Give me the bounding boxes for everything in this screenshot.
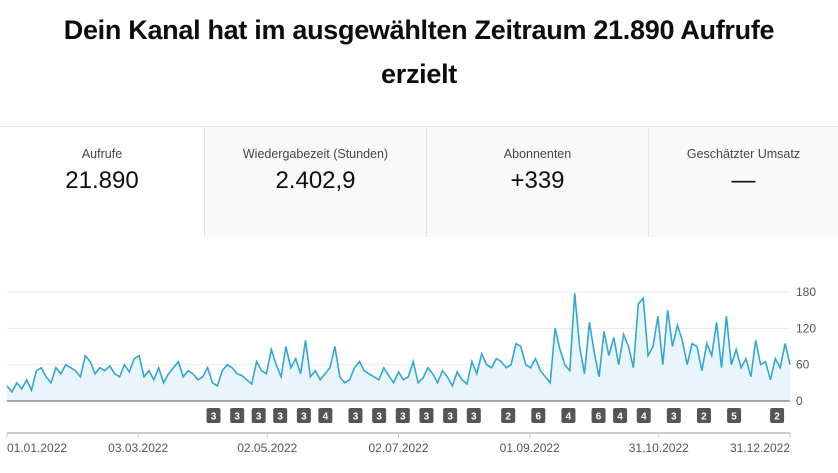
marker-count: 3 bbox=[301, 412, 307, 423]
metrics-row: Aufrufe 21.890 Wiedergabezeit (Stunden) … bbox=[0, 126, 838, 237]
views-chart: 180 120 60 0 3 3 3 3 3 4 3 3 3 3 3 3 2 6 4 6 4 4 3 2 5 2 01.01.202… bbox=[6, 285, 816, 455]
marker-count: 4 bbox=[617, 412, 623, 423]
marker-count: 2 bbox=[774, 412, 780, 423]
series-line bbox=[6, 293, 791, 394]
marker-count: 5 bbox=[731, 412, 737, 423]
x-tick-label: 02.07.2022 bbox=[368, 441, 428, 455]
metric-label: Geschätzter Umsatz bbox=[686, 147, 801, 161]
video-marker[interactable]: 3 bbox=[206, 408, 221, 423]
page-title: Dein Kanal hat im ausgewählten Zeitraum … bbox=[63, 15, 775, 89]
y-tick-label: 180 bbox=[796, 285, 816, 299]
video-marker[interactable]: 3 bbox=[466, 408, 481, 423]
marker-box bbox=[251, 408, 266, 423]
marker-count: 3 bbox=[671, 412, 677, 423]
marker-count: 4 bbox=[566, 412, 572, 423]
metric-card-views[interactable]: Aufrufe 21.890 bbox=[0, 127, 204, 237]
video-marker[interactable]: 3 bbox=[296, 408, 311, 423]
marker-box bbox=[591, 408, 606, 423]
x-tick-label: 31.12.2022 bbox=[730, 441, 790, 455]
marker-count: 2 bbox=[505, 412, 511, 423]
marker-count: 3 bbox=[400, 412, 406, 423]
area-fill bbox=[7, 293, 790, 401]
metric-card-subscribers[interactable]: Abonnenten +339 bbox=[426, 127, 648, 237]
video-marker[interactable]: 2 bbox=[770, 408, 785, 423]
marker-box bbox=[419, 408, 434, 423]
video-marker[interactable]: 3 bbox=[348, 408, 363, 423]
metric-value: — bbox=[731, 167, 756, 194]
y-tick-label: 0 bbox=[796, 394, 803, 408]
y-tick-label: 120 bbox=[796, 321, 816, 335]
video-marker[interactable]: 4 bbox=[318, 408, 333, 423]
video-marker[interactable]: 3 bbox=[251, 408, 266, 423]
metric-label: Wiedergabezeit (Stunden) bbox=[242, 147, 389, 161]
marker-count: 3 bbox=[211, 412, 217, 423]
video-marker[interactable]: 3 bbox=[230, 408, 245, 423]
marker-box bbox=[501, 408, 516, 423]
marker-box bbox=[466, 408, 481, 423]
marker-box bbox=[296, 408, 311, 423]
marker-count: 3 bbox=[277, 412, 283, 423]
video-marker[interactable]: 4 bbox=[636, 408, 651, 423]
video-marker[interactable]: 4 bbox=[561, 408, 576, 423]
video-marker[interactable]: 2 bbox=[501, 408, 516, 423]
marker-box bbox=[348, 408, 363, 423]
marker-box bbox=[318, 408, 333, 423]
marker-box bbox=[696, 408, 711, 423]
marker-count: 3 bbox=[447, 412, 453, 423]
video-marker[interactable]: 3 bbox=[395, 408, 410, 423]
metric-label: Aufrufe bbox=[81, 147, 123, 161]
y-tick-label: 60 bbox=[796, 358, 810, 372]
marker-box bbox=[443, 408, 458, 423]
video-marker[interactable]: 3 bbox=[273, 408, 288, 423]
x-tick-label: 03.03.2022 bbox=[108, 441, 168, 455]
video-marker[interactable]: 3 bbox=[443, 408, 458, 423]
marker-box bbox=[636, 408, 651, 423]
video-marker[interactable]: 3 bbox=[666, 408, 681, 423]
video-marker[interactable]: 3 bbox=[419, 408, 434, 423]
x-tick-label: 31.10.2022 bbox=[629, 441, 689, 455]
marker-box bbox=[666, 408, 681, 423]
metric-card-watch-time[interactable]: Wiedergabezeit (Stunden) 2.402,9 bbox=[204, 127, 426, 237]
marker-count: 3 bbox=[424, 412, 430, 423]
marker-count: 6 bbox=[536, 412, 542, 423]
marker-box bbox=[613, 408, 628, 423]
video-marker[interactable]: 2 bbox=[696, 408, 711, 423]
marker-count: 3 bbox=[376, 412, 382, 423]
metric-value: +339 bbox=[510, 167, 565, 194]
video-marker[interactable]: 5 bbox=[727, 408, 742, 423]
video-marker[interactable]: 3 bbox=[372, 408, 387, 423]
marker-count: 3 bbox=[353, 412, 359, 423]
marker-box bbox=[273, 408, 288, 423]
x-tick-label: 01.09.2022 bbox=[500, 441, 560, 455]
marker-count: 6 bbox=[596, 412, 602, 423]
marker-box bbox=[531, 408, 546, 423]
x-tick-label: 02.05.2022 bbox=[237, 441, 297, 455]
x-tick-label: 01.01.2022 bbox=[7, 441, 67, 455]
video-marker[interactable]: 4 bbox=[613, 408, 628, 423]
marker-box bbox=[395, 408, 410, 423]
marker-box bbox=[561, 408, 576, 423]
marker-box bbox=[206, 408, 221, 423]
metric-value: 2.402,9 bbox=[275, 167, 356, 194]
video-marker[interactable]: 6 bbox=[531, 408, 546, 423]
marker-box bbox=[230, 408, 245, 423]
marker-count: 2 bbox=[701, 412, 707, 423]
metric-label: Abonnenten bbox=[503, 147, 572, 161]
metric-card-revenue[interactable]: Geschätzter Umsatz — bbox=[648, 127, 838, 237]
marker-box bbox=[727, 408, 742, 423]
marker-box bbox=[372, 408, 387, 423]
marker-count: 4 bbox=[323, 412, 329, 423]
marker-count: 3 bbox=[471, 412, 477, 423]
metric-value: 21.890 bbox=[65, 167, 139, 194]
marker-box bbox=[770, 408, 785, 423]
marker-count: 3 bbox=[256, 412, 262, 423]
video-marker[interactable]: 6 bbox=[591, 408, 606, 423]
marker-count: 3 bbox=[234, 412, 240, 423]
marker-count: 4 bbox=[641, 412, 647, 423]
